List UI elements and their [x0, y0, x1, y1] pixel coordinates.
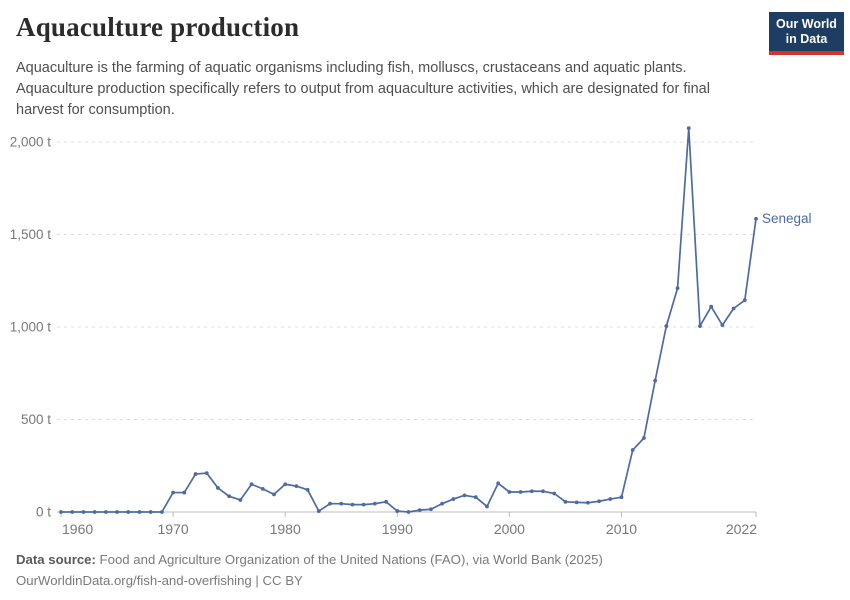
data-point [642, 436, 646, 440]
owid-logo-line2: in Data [785, 32, 828, 46]
x-axis-tick-label: 1990 [382, 521, 413, 537]
data-point [361, 502, 366, 507]
data-point [518, 490, 523, 494]
data-point [608, 497, 613, 501]
data-point [406, 510, 411, 514]
data-point [563, 499, 568, 504]
data-point [731, 306, 736, 311]
x-axis-tick-label: 2010 [606, 521, 637, 537]
data-point [182, 490, 187, 495]
data-point [496, 481, 501, 486]
y-axis-tick-label: 2,000 t [10, 135, 52, 150]
data-point [372, 501, 377, 506]
x-axis-tick-label: 1980 [270, 521, 301, 537]
data-point [193, 472, 198, 476]
chart-footer: Data source: Food and Agriculture Organi… [16, 549, 603, 591]
y-axis-tick-label: 1,500 t [10, 227, 52, 242]
data-point [529, 489, 534, 494]
url-license-line: OurWorldinData.org/fish-and-overfishing … [16, 573, 303, 588]
data-point [619, 495, 624, 500]
data-source-line: Data source: Food and Agriculture Organi… [16, 549, 603, 570]
data-point [249, 482, 254, 487]
data-point [675, 286, 680, 291]
data-point [115, 510, 119, 514]
chart-subtitle: Aquaculture is the farming of aquatic or… [16, 58, 761, 121]
data-point [305, 487, 310, 492]
data-point [81, 510, 86, 514]
data-point [451, 497, 456, 501]
data-point [395, 509, 400, 513]
data-point [440, 501, 445, 506]
x-axis-tick-label: 1970 [158, 521, 189, 537]
owid-logo-line1: Our World [776, 17, 837, 31]
data-point [686, 126, 691, 131]
data-point [328, 501, 332, 506]
x-axis-tick-label: 1960 [62, 521, 93, 537]
data-point [664, 324, 669, 328]
data-point [742, 298, 747, 303]
data-point [126, 510, 131, 514]
data-source-text: Food and Agriculture Organization of the… [95, 552, 603, 567]
data-point [552, 491, 557, 496]
data-point [709, 304, 714, 309]
data-point [171, 490, 176, 495]
x-axis-tick-label: 2000 [494, 521, 525, 537]
data-point [216, 486, 220, 490]
data-point [103, 510, 108, 514]
data-point [507, 490, 512, 494]
y-axis-tick-label: 0 t [36, 505, 51, 520]
data-point [159, 510, 164, 514]
data-point [92, 510, 97, 514]
data-point [227, 494, 232, 499]
data-point [630, 448, 635, 452]
subtitle-line: Aquaculture production specifically refe… [16, 81, 710, 97]
owid-logo: Our World in Data [769, 12, 844, 55]
data-point [272, 492, 276, 497]
data-point [720, 323, 725, 328]
data-point [585, 500, 590, 505]
data-point [485, 504, 489, 509]
data-point [754, 216, 758, 221]
y-axis-tick-label: 500 t [21, 412, 51, 427]
data-source-label: Data source: [16, 552, 96, 567]
data-point [473, 495, 478, 500]
subtitle-line: harvest for consumption. [16, 102, 175, 118]
senegal-line [61, 127, 757, 513]
y-axis-tick-label: 1,000 t [10, 320, 52, 335]
data-point [59, 510, 63, 514]
data-point [417, 508, 422, 513]
data-point [541, 489, 545, 494]
data-point [462, 493, 467, 498]
data-point [204, 471, 209, 476]
x-axis-tick-label: 2022 [726, 521, 757, 537]
subtitle-line: Aquaculture is the farming of aquatic or… [16, 60, 687, 76]
data-point [260, 486, 265, 491]
page-title: Aquaculture production [16, 12, 300, 42]
data-point [283, 482, 288, 487]
data-point [597, 499, 601, 504]
data-point [653, 378, 658, 383]
data-point [350, 502, 355, 507]
data-point [574, 500, 579, 505]
data-point [148, 510, 153, 514]
data-point [294, 484, 299, 488]
entity-label-senegal: Senegal [762, 210, 812, 226]
data-point [384, 499, 388, 504]
data-point [698, 324, 702, 328]
data-point [137, 510, 142, 514]
data-point [316, 509, 321, 513]
data-point [70, 510, 75, 514]
data-point [339, 501, 344, 506]
data-point [238, 498, 243, 502]
data-point [429, 507, 433, 512]
